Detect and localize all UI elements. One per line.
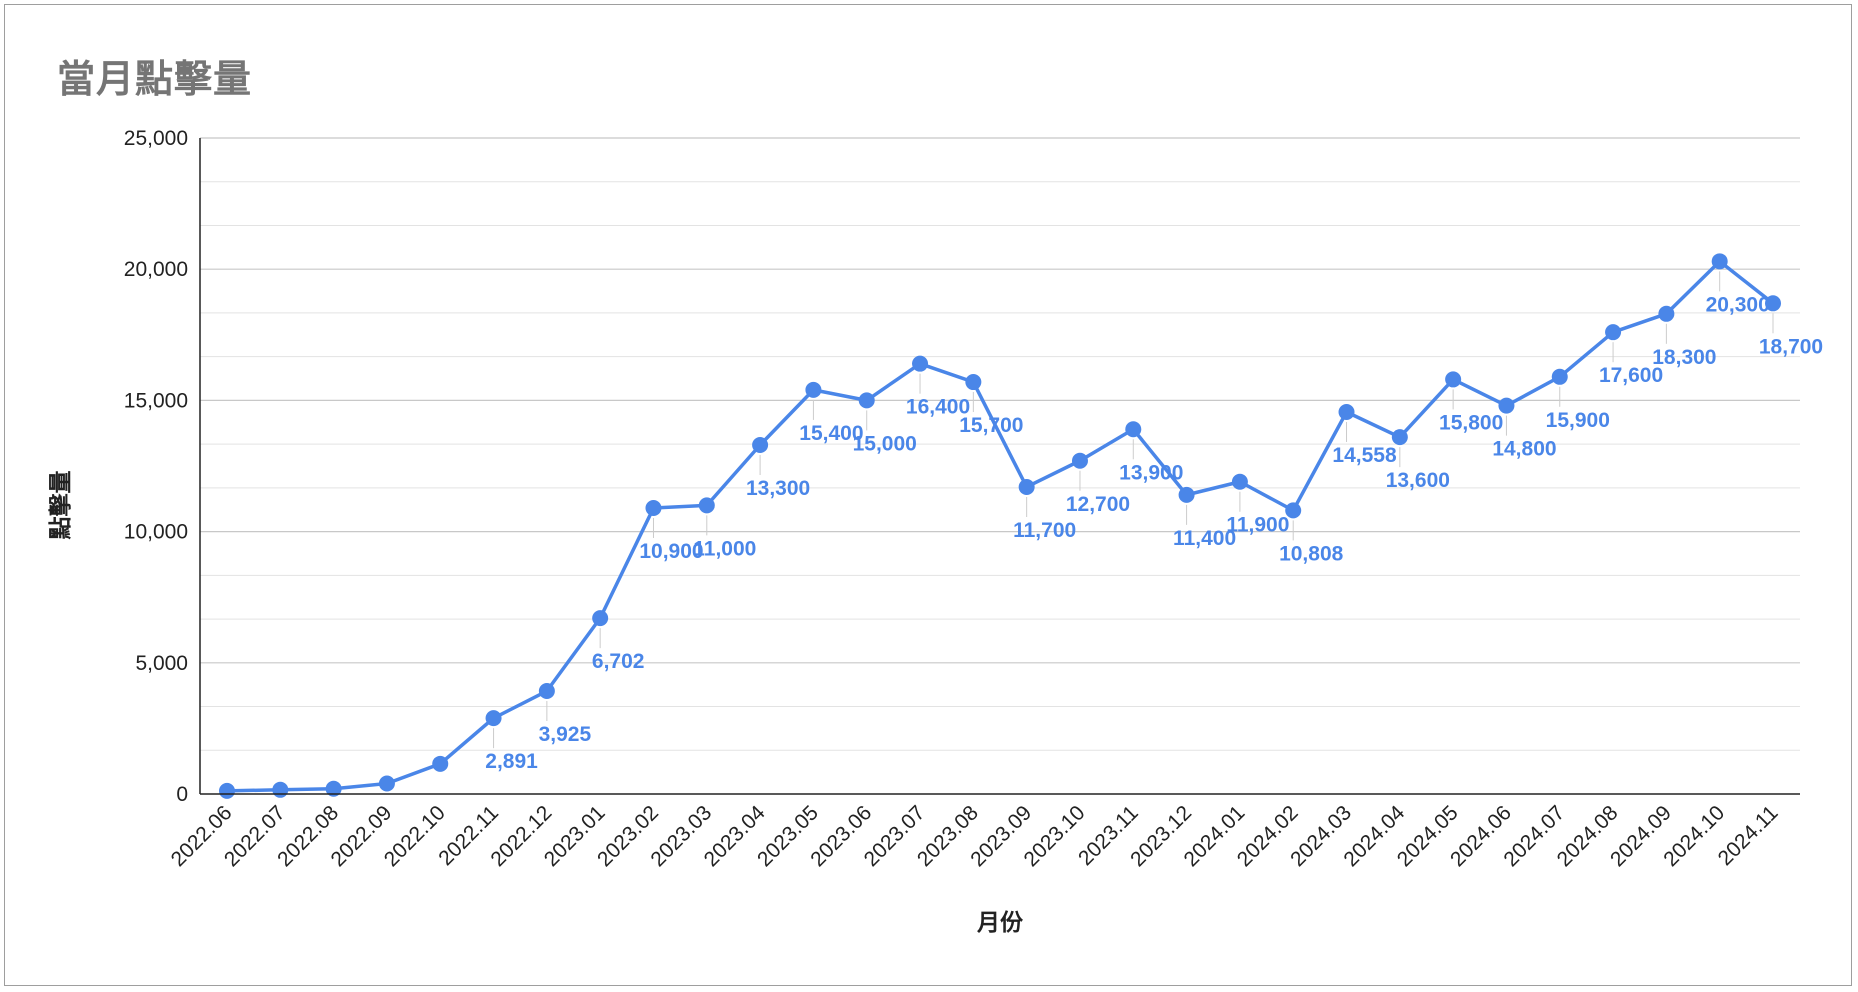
- data-label: 15,000: [853, 432, 917, 455]
- data-point: [325, 780, 342, 797]
- data-label: 14,558: [1332, 444, 1397, 467]
- data-point: [272, 781, 289, 798]
- data-point: [1551, 368, 1568, 385]
- data-point: [1338, 403, 1355, 420]
- y-tick-label: 20,000: [124, 258, 188, 281]
- y-tick-label: 10,000: [124, 521, 188, 544]
- label-leader-lines: [493, 271, 1774, 749]
- x-axis-title: 月份: [976, 910, 1024, 936]
- data-label: 10,808: [1279, 542, 1344, 565]
- data-point: [1498, 397, 1515, 414]
- chart-title: 當月點擊量: [57, 57, 253, 101]
- data-label: 10,900: [639, 540, 703, 563]
- data-point: [1765, 295, 1781, 312]
- data-point: [1285, 502, 1302, 519]
- y-tick-label: 25,000: [124, 127, 188, 150]
- data-label: 15,700: [959, 414, 1023, 437]
- x-axis-ticks: 2022.062022.072022.082022.092022.102022.…: [167, 801, 1783, 871]
- data-label: 15,900: [1546, 409, 1610, 432]
- data-point: [645, 499, 662, 516]
- data-point: [1711, 253, 1728, 270]
- data-label: 15,400: [799, 422, 863, 445]
- data-label: 2,891: [485, 750, 538, 773]
- data-point: [378, 775, 395, 792]
- data-label: 16,400: [906, 396, 970, 419]
- y-tick-label: 15,000: [124, 389, 188, 412]
- data-point: [1125, 421, 1142, 438]
- data-point: [858, 392, 875, 409]
- y-tick-label: 5,000: [135, 652, 188, 675]
- data-point: [1391, 429, 1408, 446]
- data-point: [485, 710, 502, 727]
- data-point: [912, 355, 929, 372]
- data-label: 12,700: [1066, 493, 1130, 516]
- data-label: 13,900: [1119, 461, 1183, 484]
- data-labels: 2,8913,9256,70210,90011,00013,30015,4001…: [485, 293, 1823, 773]
- data-label: 11,000: [693, 537, 756, 560]
- data-point: [1018, 478, 1035, 495]
- chart-frame: [4, 4, 1852, 986]
- data-point: [432, 755, 449, 772]
- y-axis-ticks: 0 5,000 10,000 15,000 20,000 25,000: [124, 127, 188, 806]
- x-tick-label: 2024.11: [1714, 801, 1783, 870]
- gridlines: [200, 137, 1800, 751]
- data-point: [698, 497, 715, 514]
- data-label: 13,300: [746, 477, 810, 500]
- data-label: 15,800: [1439, 411, 1503, 434]
- data-point: [1658, 305, 1675, 322]
- y-axis-title: 點擊量: [47, 471, 74, 540]
- data-point: [1605, 324, 1622, 341]
- series-polyline: [226, 259, 1775, 793]
- data-point: [805, 381, 822, 398]
- data-label: 6,702: [592, 650, 645, 673]
- data-point: [1071, 452, 1088, 469]
- series-line: [226, 259, 1775, 793]
- data-label: 14,800: [1492, 438, 1556, 461]
- data-point: [592, 610, 609, 627]
- data-label: 17,600: [1599, 364, 1663, 387]
- data-point: [1231, 473, 1248, 490]
- data-point: [219, 782, 235, 799]
- data-point: [1445, 371, 1462, 388]
- data-label: 18,700: [1759, 335, 1823, 358]
- data-point: [752, 437, 769, 454]
- y-tick-label: 0: [176, 783, 188, 806]
- data-point: [965, 374, 982, 391]
- data-label: 11,700: [1013, 519, 1076, 542]
- data-label: 13,600: [1386, 469, 1450, 492]
- data-label: 20,300: [1706, 293, 1770, 316]
- data-label: 11,400: [1173, 527, 1236, 550]
- data-label: 11,900: [1226, 514, 1289, 537]
- data-label: 18,300: [1652, 346, 1716, 369]
- data-point: [538, 683, 555, 700]
- data-points: [219, 253, 1781, 799]
- data-label: 3,925: [539, 723, 592, 746]
- data-point: [1178, 486, 1195, 503]
